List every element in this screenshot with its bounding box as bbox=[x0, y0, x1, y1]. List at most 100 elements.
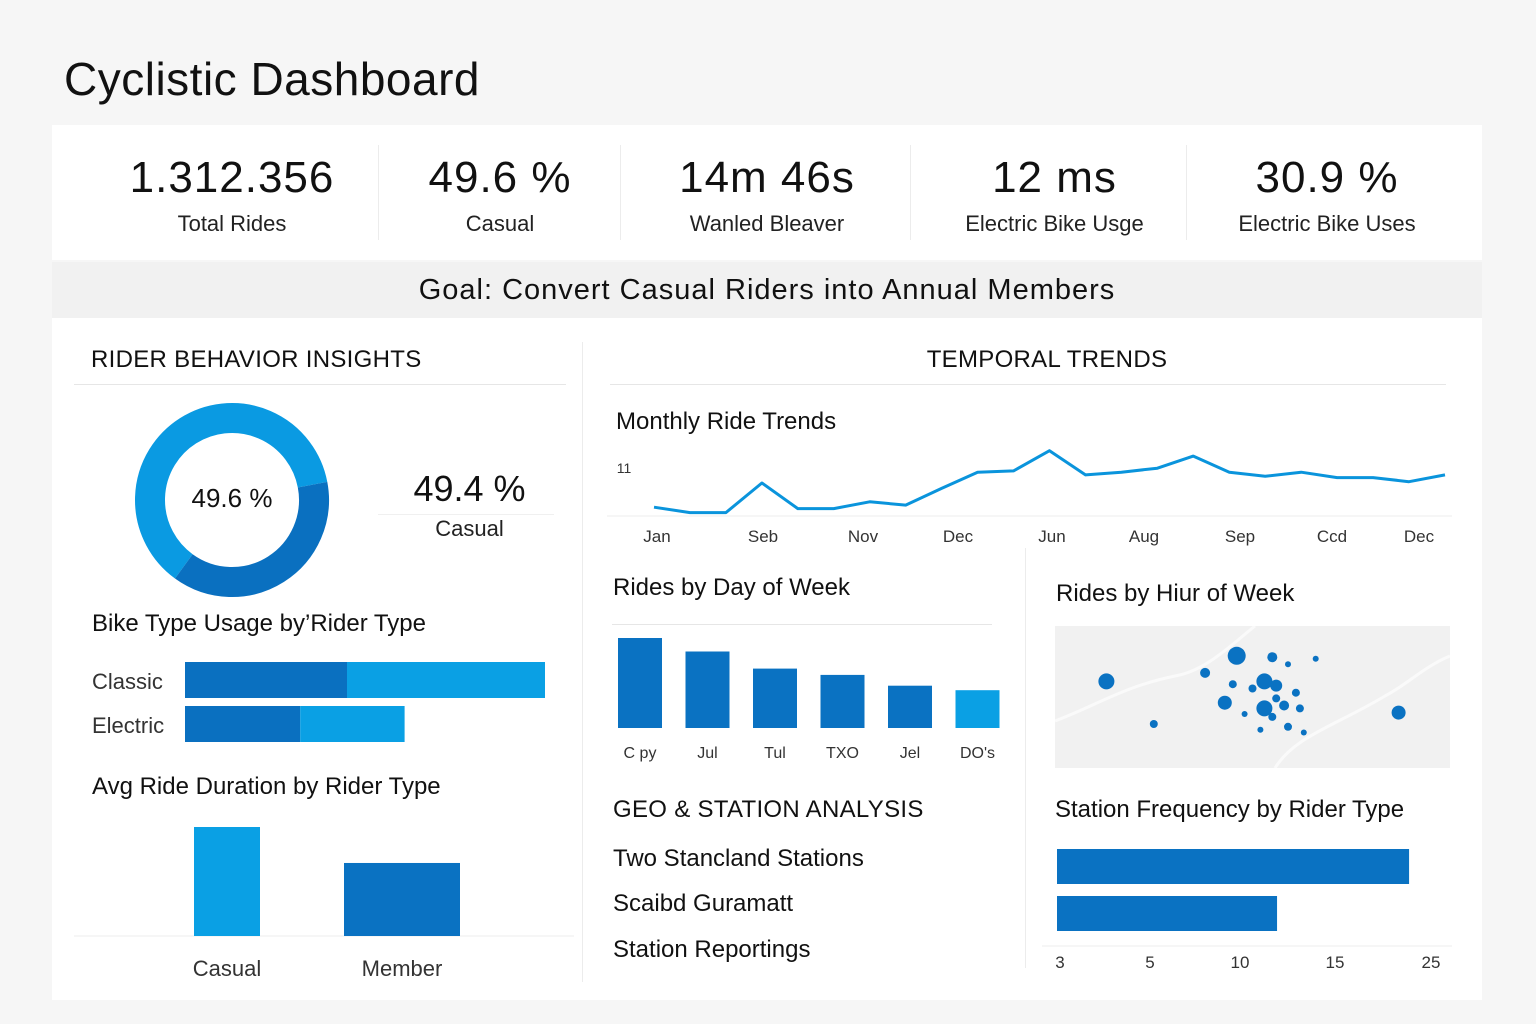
map-point bbox=[1098, 673, 1115, 690]
day-bar bbox=[955, 690, 1000, 728]
bike-type-bar-segment bbox=[300, 706, 405, 742]
station-bar bbox=[1057, 896, 1278, 931]
main-panel: RIDER BEHAVIOR INSIGHTS 49.6 % 49.4 % Ca… bbox=[52, 318, 1482, 1000]
column-divider bbox=[1025, 548, 1026, 968]
kpi-label: Wanled Bleaver bbox=[689, 211, 845, 236]
kpi-label: Casual bbox=[465, 211, 535, 236]
column-divider bbox=[582, 342, 583, 982]
map-point bbox=[1268, 712, 1277, 721]
bike-type-label: Classic bbox=[92, 669, 163, 694]
x-tick-label: Aug bbox=[1129, 527, 1159, 546]
casual-share-label: Casual bbox=[435, 516, 504, 541]
duration-bar-label: Member bbox=[362, 956, 443, 981]
map-point bbox=[1228, 680, 1237, 689]
donut-chart bbox=[135, 403, 329, 597]
x-tick-label: Sep bbox=[1225, 527, 1255, 546]
bike-type-bar-segment bbox=[347, 662, 545, 698]
station-bar bbox=[1057, 849, 1410, 884]
kpi-value: 30.9 % bbox=[1255, 153, 1399, 202]
map-point bbox=[1295, 704, 1304, 713]
kpi-casual: 49.6 % Casual bbox=[390, 125, 610, 260]
kpi-value: 49.6 % bbox=[428, 153, 572, 202]
geo-station-heading: GEO & STATION ANALYSIS bbox=[613, 796, 924, 823]
x-tick-label: Seb bbox=[748, 527, 778, 546]
map-point bbox=[1241, 711, 1248, 717]
day-bar bbox=[888, 685, 932, 728]
bike-type-chart: Classic Electric bbox=[92, 662, 545, 742]
day-of-week-title: Rides by Day of Week bbox=[613, 574, 850, 601]
donut-slice bbox=[135, 403, 328, 579]
map-point bbox=[1149, 720, 1158, 728]
day-bar bbox=[685, 651, 730, 728]
kpi-electric-usage: 12 ms Electric Bike Usge bbox=[922, 125, 1187, 260]
map-point bbox=[1391, 705, 1406, 720]
map-point bbox=[1267, 652, 1278, 663]
divider bbox=[74, 384, 566, 385]
x-tick-label: 3 bbox=[1055, 953, 1064, 972]
casual-share-value: 49.4 % bbox=[413, 468, 526, 509]
avg-duration-title: Avg Ride Duration by Rider Type bbox=[92, 773, 441, 800]
duration-bar bbox=[344, 862, 460, 936]
x-tick-label: Dec bbox=[1404, 527, 1435, 546]
map-point bbox=[1272, 694, 1281, 703]
hour-of-week-title: Rides by Hiur of Week bbox=[1056, 580, 1295, 607]
page-title: Cyclistic Dashboard bbox=[64, 53, 480, 105]
kpi-total-rides: 1.312.356 Total Rides bbox=[112, 125, 352, 260]
map-point bbox=[1256, 673, 1273, 690]
day-bar-label: TXO bbox=[826, 745, 859, 762]
kpi-card: 1.312.356 Total Rides 49.6 % Casual 14m … bbox=[52, 125, 1482, 260]
geo-item[interactable]: Scaibd Guramatt bbox=[613, 890, 794, 917]
avg-duration-chart: Casual Member bbox=[74, 827, 574, 981]
map-point bbox=[1227, 646, 1246, 665]
kpi-value: 1.312.356 bbox=[129, 153, 335, 202]
bike-type-bar-segment bbox=[185, 706, 301, 742]
map-point bbox=[1284, 722, 1292, 731]
donut-slice bbox=[174, 481, 329, 597]
kpi-value: 12 ms bbox=[992, 153, 1117, 202]
y-tick-label: 11 bbox=[617, 460, 632, 476]
map-point bbox=[1312, 655, 1319, 662]
x-tick-label: 5 bbox=[1145, 953, 1154, 972]
bike-type-bar-segment bbox=[185, 662, 347, 698]
kpi-divider bbox=[620, 145, 621, 240]
kpi-value: 14m 46s bbox=[679, 153, 855, 202]
x-tick-label: Ccd bbox=[1317, 527, 1347, 546]
x-tick-label: 15 bbox=[1326, 953, 1345, 972]
day-bar bbox=[753, 668, 797, 728]
divider bbox=[378, 514, 554, 515]
bike-type-label: Electric bbox=[92, 713, 164, 738]
temporal-trends-heading: TEMPORAL TRENDS bbox=[926, 346, 1168, 373]
monthly-trends-title: Monthly Ride Trends bbox=[616, 408, 837, 435]
x-tick-label: Jan bbox=[643, 527, 670, 546]
day-bar-label: DO's bbox=[960, 745, 995, 762]
kpi-duration: 14m 46s Wanled Bleaver bbox=[632, 125, 902, 260]
map-point bbox=[1291, 688, 1300, 697]
x-tick-label: Jun bbox=[1038, 527, 1065, 546]
station-frequency-chart: 3 5 10 15 25 bbox=[1042, 849, 1452, 972]
rider-behavior-heading: RIDER BEHAVIOR INSIGHTS bbox=[91, 346, 422, 373]
map-point bbox=[1279, 700, 1290, 711]
map-point bbox=[1270, 679, 1283, 692]
map-point bbox=[1217, 695, 1232, 710]
x-tick-label: Dec bbox=[943, 527, 974, 546]
day-bar-label: Jul bbox=[697, 745, 717, 762]
geo-item[interactable]: Two Stancland Stations bbox=[613, 845, 864, 872]
kpi-divider bbox=[378, 145, 379, 240]
map-point bbox=[1200, 667, 1211, 678]
duration-bar bbox=[194, 827, 260, 936]
divider bbox=[610, 384, 1446, 385]
x-tick-label: 10 bbox=[1231, 953, 1250, 972]
divider bbox=[612, 624, 992, 625]
duration-bar-label: Casual bbox=[193, 956, 261, 981]
kpi-label: Total Rides bbox=[177, 211, 287, 236]
geo-item[interactable]: Station Reportings bbox=[613, 936, 811, 963]
station-frequency-title: Station Frequency by Rider Type bbox=[1055, 796, 1405, 823]
day-bar-label: Tul bbox=[764, 745, 786, 762]
x-tick-label: 25 bbox=[1422, 953, 1441, 972]
map-point bbox=[1257, 726, 1264, 733]
day-bar-label: C py bbox=[624, 745, 657, 762]
kpi-divider bbox=[1186, 145, 1187, 240]
goal-banner: Goal: Convert Casual Riders into Annual … bbox=[52, 262, 1482, 318]
x-tick-label: Nov bbox=[848, 527, 879, 546]
day-bar bbox=[618, 638, 662, 728]
